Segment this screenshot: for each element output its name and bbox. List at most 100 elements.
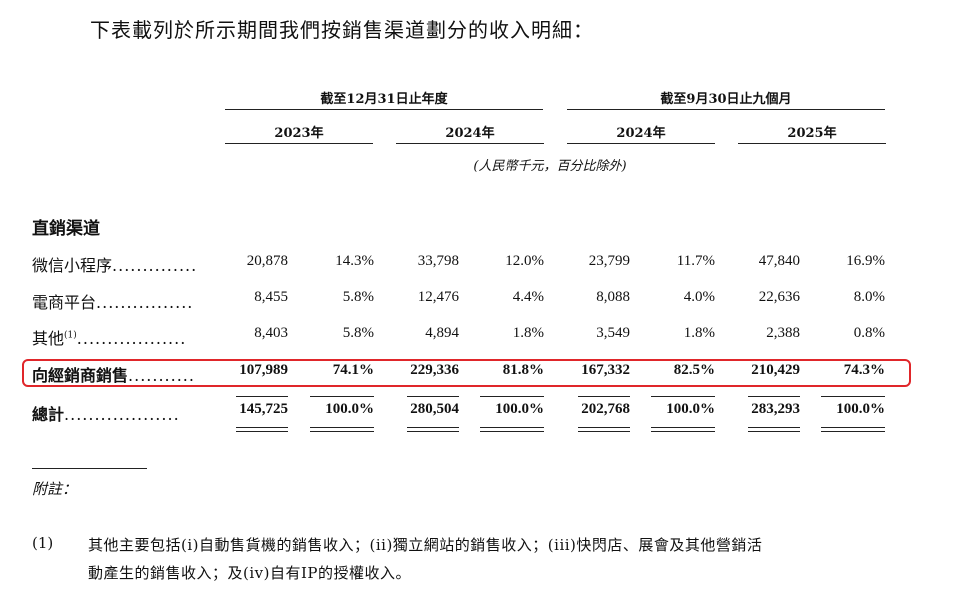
highlight-box bbox=[22, 359, 911, 387]
total-rule bbox=[480, 427, 544, 428]
table-cell: 74.1% bbox=[332, 362, 374, 378]
table-cell: 167,332 bbox=[581, 362, 630, 378]
total-rule bbox=[407, 431, 459, 432]
table-cell: 210,429 bbox=[751, 362, 800, 378]
row-label-text: 總計 bbox=[32, 405, 65, 424]
table-cell: 8.0% bbox=[853, 289, 885, 305]
table-cell: 1.8% bbox=[512, 325, 544, 341]
table-cell: 100.0% bbox=[666, 401, 715, 417]
row-label-ecommerce: 電商平台................ bbox=[32, 289, 193, 313]
total-rule bbox=[578, 431, 630, 432]
table-cell: 3,549 bbox=[596, 325, 630, 341]
table-cell: 2,388 bbox=[766, 325, 800, 341]
leader-dots: .............. bbox=[112, 256, 198, 275]
header-rule bbox=[567, 109, 885, 110]
table-cell: 229,336 bbox=[410, 362, 459, 378]
table-cell: 100.0% bbox=[495, 401, 544, 417]
leader-dots: ........... bbox=[128, 366, 195, 385]
table-cell: 11.7% bbox=[676, 253, 715, 269]
total-rule bbox=[578, 427, 630, 428]
notes-title: 附註： bbox=[32, 480, 78, 498]
table-cell: 5.8% bbox=[342, 325, 374, 341]
table-cell: 107,989 bbox=[239, 362, 288, 378]
table-cell: 4.0% bbox=[683, 289, 715, 305]
table-cell: 47,840 bbox=[758, 253, 800, 269]
table-cell: 81.8% bbox=[502, 362, 544, 378]
table-cell: 4,894 bbox=[425, 325, 459, 341]
table-cell: 8,403 bbox=[254, 325, 288, 341]
total-rule bbox=[748, 396, 800, 397]
leader-dots: ................ bbox=[96, 293, 194, 312]
year-header: 2024年 bbox=[616, 126, 666, 141]
table-cell: 283,293 bbox=[751, 401, 800, 417]
total-rule bbox=[236, 396, 288, 397]
footnote-ref: (1) bbox=[64, 330, 77, 341]
table-cell: 100.0% bbox=[325, 401, 374, 417]
row-label-text: 向經銷商銷售 bbox=[32, 366, 129, 385]
total-rule bbox=[821, 427, 885, 428]
table-cell: 22,636 bbox=[758, 289, 800, 305]
total-rule bbox=[310, 427, 374, 428]
table-cell: 4.4% bbox=[512, 289, 544, 305]
leader-dots: .................. bbox=[76, 329, 187, 348]
table-cell: 82.5% bbox=[673, 362, 715, 378]
total-rule bbox=[310, 396, 374, 397]
table-cell: 280,504 bbox=[410, 401, 459, 417]
table-cell: 16.9% bbox=[846, 253, 885, 269]
row-label-text: 電商平台 bbox=[32, 293, 97, 312]
row-label-distributors: 向經銷商銷售........... bbox=[32, 362, 195, 386]
total-rule bbox=[480, 396, 544, 397]
total-rule bbox=[236, 427, 288, 428]
note-text-line1: 其他主要包括(i)自動售貨機的銷售收入；(ii)獨立網站的銷售收入；(iii)快… bbox=[88, 536, 763, 554]
note-text-line2: 動產生的銷售收入；及(iv)自有IP的授權收入。 bbox=[88, 564, 411, 582]
table-cell: 202,768 bbox=[581, 401, 630, 417]
row-label-total: 總計................... bbox=[32, 401, 180, 425]
year-header: 2024年 bbox=[445, 126, 495, 141]
total-rule bbox=[310, 431, 374, 432]
intro-text: 下表載列於所示期間我們按銷售渠道劃分的收入明細： bbox=[90, 18, 594, 42]
table-cell: 33,798 bbox=[417, 253, 459, 269]
footnote-rule bbox=[32, 468, 147, 469]
table-cell: 0.8% bbox=[853, 325, 885, 341]
table-cell: 8,455 bbox=[254, 289, 288, 305]
header-group-nine-months: 截至9月30日止九個月 bbox=[660, 92, 792, 107]
total-rule bbox=[236, 431, 288, 432]
table-cell: 12.0% bbox=[505, 253, 544, 269]
year-header: 2023年 bbox=[274, 126, 324, 141]
total-rule bbox=[480, 431, 544, 432]
year-rule bbox=[225, 143, 373, 144]
note-number: (1) bbox=[32, 534, 54, 552]
year-rule bbox=[738, 143, 886, 144]
total-rule bbox=[407, 427, 459, 428]
total-rule bbox=[651, 396, 715, 397]
table-cell: 23,799 bbox=[588, 253, 630, 269]
leader-dots: ................... bbox=[64, 405, 180, 424]
table-cell: 20,878 bbox=[246, 253, 288, 269]
unit-note: (人民幣千元，百分比除外) bbox=[473, 159, 627, 174]
table-cell: 100.0% bbox=[836, 401, 885, 417]
section-direct-sales: 直銷渠道 bbox=[32, 219, 100, 239]
total-rule bbox=[748, 431, 800, 432]
row-label-others: 其他(1).................. bbox=[32, 325, 186, 349]
header-group-fiscal-year: 截至12月31日止年度 bbox=[320, 92, 448, 107]
total-rule bbox=[651, 431, 715, 432]
table-cell: 74.3% bbox=[843, 362, 885, 378]
year-rule bbox=[396, 143, 544, 144]
total-rule bbox=[748, 427, 800, 428]
total-rule bbox=[821, 396, 885, 397]
table-cell: 8,088 bbox=[596, 289, 630, 305]
table-cell: 145,725 bbox=[239, 401, 288, 417]
year-rule bbox=[567, 143, 715, 144]
table-cell: 14.3% bbox=[335, 253, 374, 269]
total-rule bbox=[821, 431, 885, 432]
table-cell: 1.8% bbox=[683, 325, 715, 341]
header-rule bbox=[225, 109, 543, 110]
row-label-text: 其他 bbox=[32, 329, 65, 348]
row-label-text: 微信小程序 bbox=[32, 256, 113, 275]
table-cell: 5.8% bbox=[342, 289, 374, 305]
row-label-wechat: 微信小程序.............. bbox=[32, 252, 197, 276]
year-header: 2025年 bbox=[787, 126, 837, 141]
total-rule bbox=[578, 396, 630, 397]
total-rule bbox=[651, 427, 715, 428]
table-cell: 12,476 bbox=[417, 289, 459, 305]
